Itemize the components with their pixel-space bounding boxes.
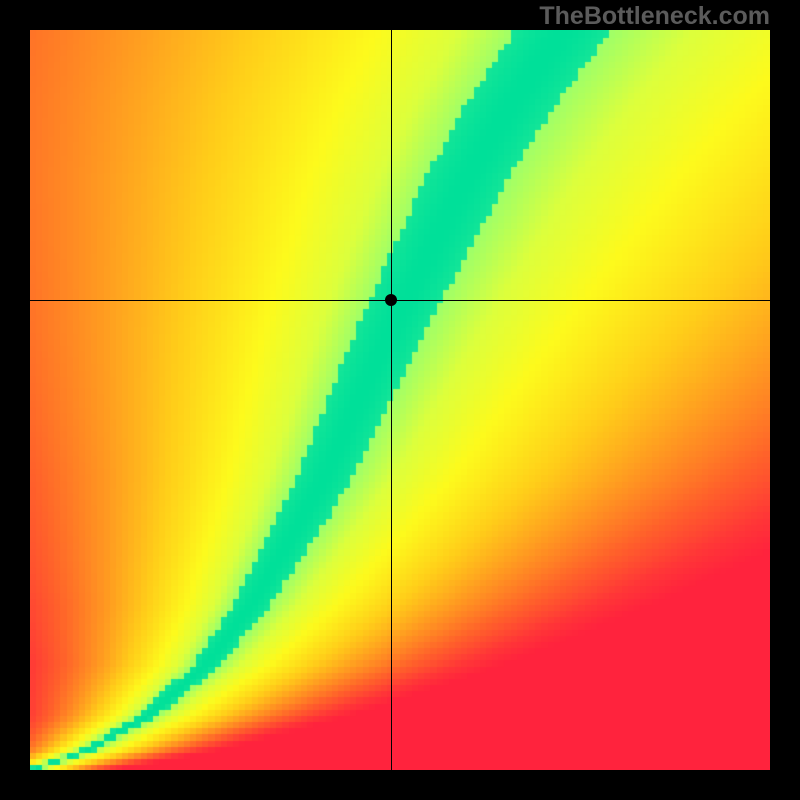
crosshair-marker-dot [385,294,397,306]
bottleneck-heatmap [30,30,770,770]
crosshair-horizontal-line [30,300,770,301]
watermark-text: TheBottleneck.com [539,2,770,31]
crosshair-vertical-line [391,30,392,770]
